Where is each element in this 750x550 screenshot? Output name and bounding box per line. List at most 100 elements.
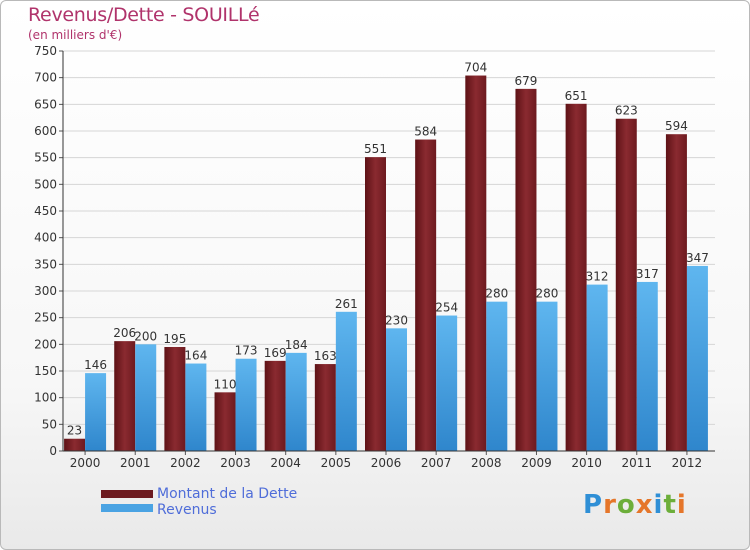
data-label-debt: 551 <box>364 142 387 156</box>
y-tick-label: 250 <box>34 311 57 325</box>
data-label-debt: 679 <box>515 74 538 88</box>
data-label-revenue: 280 <box>485 287 508 301</box>
bar-revenue <box>386 328 407 451</box>
y-tick-label: 200 <box>34 337 57 351</box>
bar-revenue <box>686 265 708 451</box>
data-label-revenue: 254 <box>435 301 458 315</box>
x-tick-label: 2008 <box>471 456 502 470</box>
bar-revenue <box>285 352 307 451</box>
y-axis-ticks: 0 50 100 150 200 250 300 350 400 450 500 550 600 650 7… <box>34 44 63 458</box>
data-label-debt: 110 <box>214 377 237 391</box>
legend-label-revenue: Revenus <box>157 502 217 518</box>
bar-debt <box>565 103 587 452</box>
x-tick-label: 2004 <box>270 456 301 470</box>
bar-debt <box>264 360 286 451</box>
data-label-revenue: 173 <box>235 344 258 358</box>
y-tick-label: 400 <box>34 231 57 245</box>
bar-revenue <box>586 284 608 451</box>
legend-swatch-debt <box>101 490 153 498</box>
data-label-revenue: 261 <box>335 297 358 311</box>
data-label-debt: 195 <box>163 332 186 346</box>
data-label-revenue: 312 <box>586 270 609 284</box>
x-tick-label: 2000 <box>70 456 101 470</box>
y-tick-label: 750 <box>34 44 57 58</box>
legend-label-debt: Montant de la Dette <box>157 486 298 502</box>
y-tick-label: 50 <box>42 417 57 431</box>
y-tick-label: 550 <box>34 151 57 165</box>
data-label-debt: 623 <box>615 104 638 118</box>
data-label-debt: 584 <box>414 125 437 139</box>
logo-letter: o <box>616 490 636 520</box>
bar-revenue <box>335 311 357 451</box>
data-label-revenue: 317 <box>636 267 659 281</box>
logo-letter: i <box>653 490 664 520</box>
x-tick-label: 2009 <box>521 456 552 470</box>
bar-debt <box>515 88 537 451</box>
y-tick-label: 600 <box>34 124 57 138</box>
bar-debt <box>314 364 336 451</box>
data-label-debt: 23 <box>67 424 82 438</box>
x-tick-label: 2007 <box>421 456 452 470</box>
bar-revenue <box>85 373 107 451</box>
proxiti-logo: Proxiti <box>583 490 687 520</box>
y-tick-label: 150 <box>34 364 57 378</box>
bar-debt <box>214 392 236 451</box>
y-tick-label: 300 <box>34 284 57 298</box>
bar-revenue <box>636 281 658 451</box>
logo-letter: t <box>663 490 677 520</box>
data-label-debt: 206 <box>113 326 136 340</box>
x-axis-ticks: 2000 2001 2002 2003 2004 2005 2006 2007 2008 2009… <box>70 451 702 470</box>
data-label-revenue: 280 <box>536 287 559 301</box>
bar-debt <box>415 139 437 452</box>
data-label-revenue: 164 <box>184 349 207 363</box>
x-tick-label: 2006 <box>371 456 402 470</box>
data-label-revenue: 184 <box>285 338 308 352</box>
x-tick-label: 2001 <box>120 456 151 470</box>
x-tick-label: 2012 <box>672 456 703 470</box>
bars <box>64 75 708 452</box>
bar-revenue <box>185 363 207 451</box>
bar-revenue <box>436 315 458 451</box>
data-label-debt: 169 <box>264 346 287 360</box>
y-tick-label: 0 <box>49 444 57 458</box>
bar-debt <box>164 347 186 451</box>
data-label-debt: 594 <box>665 119 688 133</box>
legend-swatch-revenue <box>101 504 153 512</box>
y-tick-label: 350 <box>34 257 57 271</box>
chart-subtitle: (en milliers d'€) <box>28 28 123 42</box>
logo-letter: x <box>635 490 654 520</box>
logo-letter: i <box>676 490 687 520</box>
bar-debt <box>465 75 487 452</box>
bar-debt <box>64 438 86 451</box>
x-tick-label: 2002 <box>170 456 201 470</box>
chart-title: Revenus/Dette - SOUILLé <box>28 4 260 26</box>
x-tick-label: 2003 <box>220 456 251 470</box>
bar-debt <box>665 134 687 451</box>
data-label-revenue: 200 <box>134 329 157 343</box>
bar-revenue <box>486 301 508 451</box>
logo-letter: r <box>603 490 617 520</box>
bar-debt <box>114 341 136 451</box>
data-label-revenue: 146 <box>84 358 107 372</box>
y-tick-label: 500 <box>34 177 57 191</box>
data-label-revenue: 230 <box>385 313 408 327</box>
bar-revenue <box>536 301 558 451</box>
x-tick-label: 2010 <box>571 456 602 470</box>
x-tick-label: 2011 <box>621 456 652 470</box>
y-tick-label: 100 <box>34 391 57 405</box>
data-label-debt: 704 <box>464 61 487 75</box>
bar-revenue <box>135 344 157 451</box>
logo-letter: P <box>583 490 604 520</box>
bar-debt <box>615 118 637 451</box>
data-label-debt: 163 <box>314 349 337 363</box>
bar-revenue <box>235 358 257 451</box>
x-tick-label: 2005 <box>321 456 352 470</box>
data-label-revenue: 347 <box>686 251 709 265</box>
y-tick-label: 450 <box>34 204 57 218</box>
y-tick-label: 700 <box>34 71 57 85</box>
y-tick-label: 650 <box>34 97 57 111</box>
data-label-debt: 651 <box>565 89 588 103</box>
